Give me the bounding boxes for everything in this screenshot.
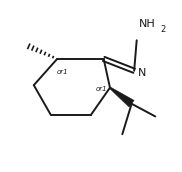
Text: or1: or1 [96, 86, 108, 92]
Text: N: N [138, 68, 146, 78]
Text: 2: 2 [161, 25, 166, 34]
Text: or1: or1 [56, 69, 68, 75]
Text: NH: NH [139, 19, 156, 29]
Polygon shape [109, 87, 134, 107]
